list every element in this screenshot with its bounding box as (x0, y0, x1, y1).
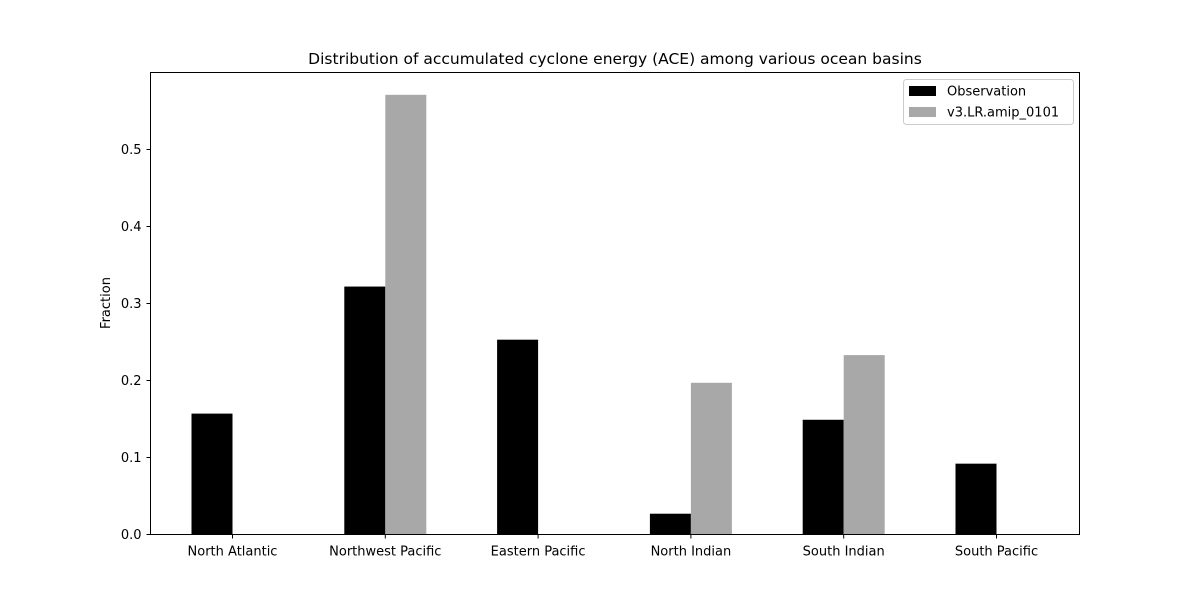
bar-model-4 (843, 355, 885, 535)
legend-swatch (909, 86, 936, 96)
legend-box (903, 79, 1074, 125)
x-tick-label: Northwest Pacific (329, 545, 441, 560)
x-tick-label: Eastern Pacific (491, 545, 586, 560)
bars-group (191, 94, 997, 535)
bar-observation-4 (802, 419, 844, 535)
x-tick-label: South Pacific (955, 545, 1038, 560)
x-tick-label: North Indian (651, 545, 732, 560)
y-tick-label: 0.5 (121, 143, 142, 158)
bar-observation-3 (649, 513, 691, 535)
bar-observation-5 (955, 463, 997, 535)
legend-label: Observation (947, 85, 1026, 100)
y-tick-label: 0.4 (121, 220, 142, 235)
bar-model-1 (385, 94, 427, 535)
y-tick-label: 0.2 (121, 374, 142, 389)
x-tick-label: South Indian (803, 545, 885, 560)
bar-model-3 (690, 382, 732, 535)
bar-observation-0 (191, 413, 233, 535)
y-tick-label: 0.1 (121, 451, 142, 466)
y-axis-ticks: 0.0 0.1 0.2 0.3 0.4 0.5 (121, 143, 151, 543)
legend-swatch (909, 107, 936, 117)
y-tick-label: 0.0 (121, 528, 142, 543)
bar-observation-2 (497, 339, 539, 535)
x-tick-label: North Atlantic (188, 545, 278, 560)
plot-frame (150, 72, 1080, 535)
bar-observation-1 (344, 286, 386, 535)
y-axis-label: Fraction (99, 277, 114, 329)
y-tick-label: 0.3 (121, 297, 142, 312)
x-axis-ticks: North Atlantic Northwest Pacific Eastern P… (188, 534, 1038, 560)
legend: Observation v3.LR.amip_0101 (903, 79, 1074, 125)
chart-title: Distribution of accumulated cyclone ener… (308, 50, 922, 68)
legend-label: v3.LR.amip_0101 (947, 106, 1059, 121)
